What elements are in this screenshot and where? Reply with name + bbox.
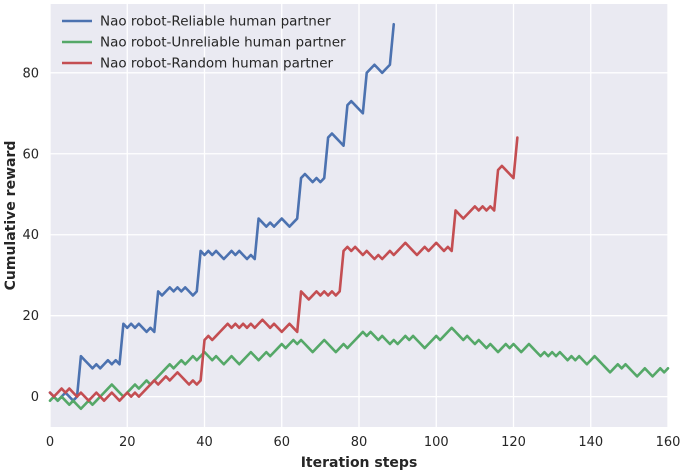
series-line-1 — [48, 22, 396, 402]
x-tick-label: 40 — [196, 435, 213, 450]
grid-lines — [49, 4, 669, 427]
x-tick-label: 140 — [578, 435, 603, 450]
legend-label: Nao robot-Reliable human partner — [100, 14, 331, 30]
y-tick-label: 80 — [22, 66, 39, 81]
legend-label: Nao robot-Random human partner — [100, 56, 334, 72]
y-tick-label: 20 — [22, 309, 39, 324]
x-axis-label: Iteration steps — [301, 455, 418, 471]
x-tick-label: 80 — [351, 435, 368, 450]
y-tick-label: 0 — [31, 390, 39, 405]
x-tick-label: 0 — [46, 435, 54, 450]
x-tick-label: 120 — [501, 435, 526, 450]
x-tick-label: 20 — [119, 435, 136, 450]
x-tick-labels: 0 20 40 60 80 100 120 140 160 — [46, 435, 681, 450]
series-layer — [48, 22, 670, 411]
x-tick-label: 100 — [424, 435, 449, 450]
y-tick-label: 60 — [22, 147, 39, 162]
legend-label: Nao robot-Unreliable human partner — [100, 35, 346, 51]
y-axis-label: Cumulative reward — [3, 141, 19, 291]
x-tick-label: 60 — [273, 435, 290, 450]
legend: Nao robot-Reliable human partner Nao robo… — [62, 14, 346, 72]
y-tick-labels: 0 20 40 60 80 — [22, 66, 39, 405]
series-line-3 — [48, 136, 519, 402]
x-tick-label: 160 — [656, 435, 681, 450]
y-tick-label: 40 — [22, 228, 39, 243]
